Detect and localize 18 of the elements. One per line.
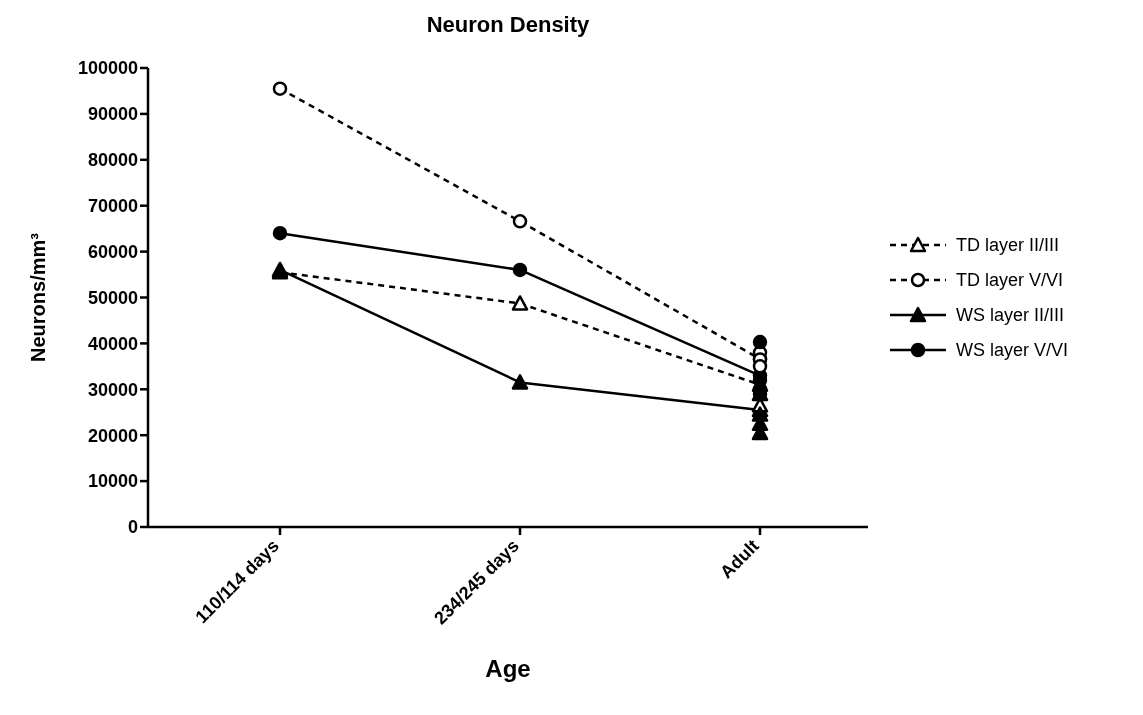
y-tick-label: 20000 xyxy=(87,425,138,446)
y-axis-title: Neurons/mm³ xyxy=(27,232,50,362)
y-tick-label: 100000 xyxy=(77,58,138,79)
y-tick-label: 80000 xyxy=(87,150,138,171)
y-tick-label: 70000 xyxy=(87,196,138,217)
y-tick-label: 30000 xyxy=(87,379,138,400)
legend-label: WS layer II/III xyxy=(956,304,1065,326)
y-tick-label: 40000 xyxy=(87,333,138,354)
legend-label: WS layer V/VI xyxy=(956,339,1069,361)
y-tick-label: 0 xyxy=(127,517,138,538)
y-tick-label: 60000 xyxy=(87,241,138,262)
y-tick-label: 10000 xyxy=(87,471,138,492)
y-tick-label: 90000 xyxy=(87,104,138,125)
chart-title: Neuron Density xyxy=(425,12,591,38)
x-axis-title: Age xyxy=(485,655,531,682)
y-tick-label: 50000 xyxy=(87,287,138,308)
legend-label: TD layer II/III xyxy=(956,234,1060,256)
legend-label: TD layer V/VI xyxy=(956,269,1064,291)
